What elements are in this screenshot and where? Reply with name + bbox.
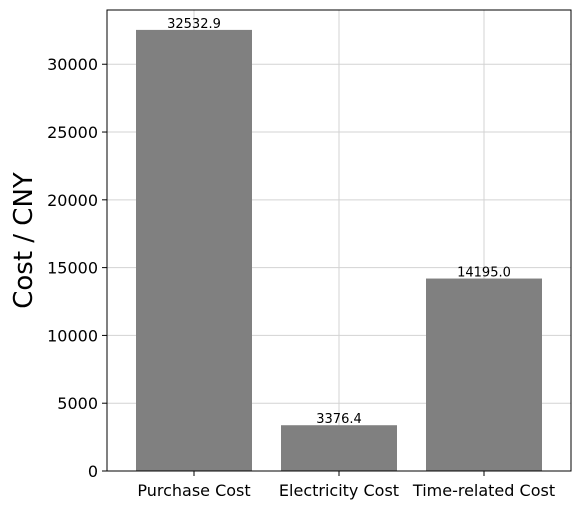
x-tick-label: Purchase Cost bbox=[137, 481, 250, 500]
y-tick-label: 0 bbox=[88, 462, 98, 481]
bar bbox=[136, 29, 252, 471]
bar-value-label: 3376.4 bbox=[316, 412, 362, 427]
bars bbox=[136, 29, 542, 471]
y-tick-label: 20000 bbox=[47, 191, 98, 210]
y-axis-label: Cost / CNY bbox=[9, 172, 39, 309]
x-axis-ticks: Purchase Cost Electricity Cost Time-relate… bbox=[137, 471, 555, 500]
bar-value-label: 14195.0 bbox=[457, 266, 511, 281]
y-tick-label: 5000 bbox=[57, 394, 98, 413]
data-labels: 32532.9 3376.4 14195.0 bbox=[167, 17, 511, 427]
y-tick-label: 10000 bbox=[47, 326, 98, 345]
x-tick-label: Electricity Cost bbox=[279, 481, 399, 500]
y-tick-label: 25000 bbox=[47, 123, 98, 142]
bar bbox=[426, 278, 542, 471]
bar bbox=[281, 425, 397, 471]
y-axis-ticks: 0 5000 10000 15000 20000 25000 30000 bbox=[47, 55, 107, 481]
y-tick-label: 15000 bbox=[47, 259, 98, 278]
bar-value-label: 32532.9 bbox=[167, 17, 221, 32]
y-tick-label: 30000 bbox=[47, 55, 98, 74]
plot-frame bbox=[106, 9, 572, 472]
x-tick-label: Time-related Cost bbox=[412, 481, 555, 500]
